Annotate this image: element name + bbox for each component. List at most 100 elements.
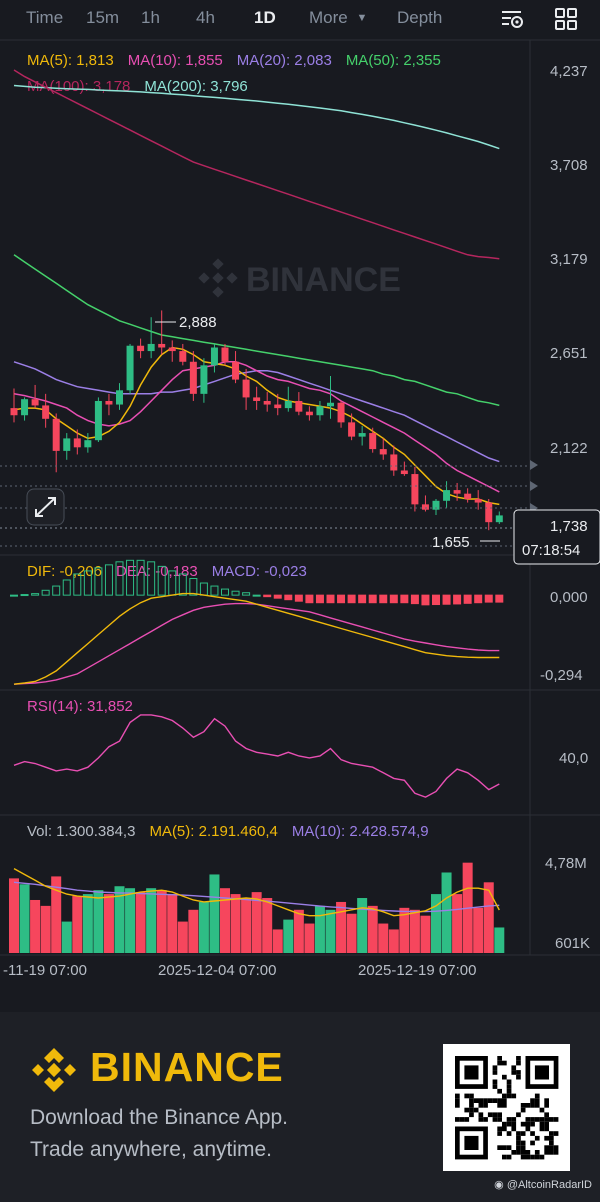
qr-module <box>520 1145 526 1150</box>
time-tick: -11-19 07:00 <box>3 962 87 979</box>
qr-module <box>478 1103 484 1108</box>
volume-bar <box>388 929 399 953</box>
qr-module <box>534 1103 540 1108</box>
candle-up <box>116 390 123 405</box>
volume-bar <box>40 905 51 953</box>
qr-module <box>483 1117 488 1122</box>
macd-histogram-bar <box>442 594 451 605</box>
tab-1d[interactable]: 1D <box>254 8 276 27</box>
volume-bar <box>135 892 146 953</box>
macd-histogram-bar <box>157 565 166 596</box>
macd-histogram-bar <box>326 594 335 604</box>
candle-up <box>63 438 71 451</box>
qr-module <box>549 1117 554 1122</box>
indicator-settings-icon[interactable] <box>499 6 525 32</box>
macd-histogram-bar <box>484 594 493 603</box>
qr-module <box>549 1140 554 1146</box>
legend-rsi: RSI(14): 31,852 <box>27 698 133 715</box>
macd-histogram-bar <box>20 594 29 597</box>
candle-down <box>453 490 461 494</box>
candle-down <box>348 422 356 437</box>
macd-histogram-bar <box>242 592 251 596</box>
marker-arrow <box>530 460 538 470</box>
qr-finder-core <box>464 1135 479 1150</box>
binance-wordmark: BINANCE <box>90 1044 284 1090</box>
qr-module <box>520 1103 526 1108</box>
tab-15m[interactable]: 15m <box>86 8 120 27</box>
tab-more[interactable]: More ▼ <box>309 8 367 28</box>
tab-1h[interactable]: 1h <box>141 8 160 27</box>
candle-up <box>21 399 29 416</box>
macd-histogram-bar <box>10 594 18 597</box>
qr-module <box>455 1093 460 1099</box>
qr-module <box>506 1121 512 1127</box>
qr-module <box>464 1107 470 1113</box>
fullscreen-button[interactable] <box>26 488 65 526</box>
qr-module <box>502 1093 507 1099</box>
qr-module <box>549 1145 554 1150</box>
candle-down <box>253 397 261 401</box>
qr-code[interactable] <box>443 1044 570 1171</box>
qr-module <box>502 1121 507 1127</box>
qr-module <box>544 1098 549 1103</box>
marker-arrow <box>530 481 538 491</box>
ma50-line <box>13 254 500 407</box>
qr-module <box>516 1070 521 1075</box>
candle-up <box>200 365 208 394</box>
qr-module <box>502 1154 507 1160</box>
volume-bar <box>93 890 104 953</box>
tab-4h[interactable]: 4h <box>196 8 215 27</box>
qr-module <box>516 1131 521 1136</box>
qr-module <box>497 1126 502 1132</box>
volume-bar <box>483 882 494 953</box>
macd-histogram-bar <box>115 561 124 596</box>
qr-module <box>530 1131 535 1136</box>
qr-module <box>478 1098 484 1103</box>
time-tick: 2025-12-04 07:00 <box>158 962 276 979</box>
qr-module <box>455 1103 460 1108</box>
volume-bar <box>103 894 114 953</box>
qr-module <box>511 1070 517 1075</box>
qr-module <box>506 1093 512 1099</box>
macd-tick: 0,000 <box>550 589 588 606</box>
qr-module <box>497 1117 502 1122</box>
candle-down <box>305 411 313 416</box>
volume-bar <box>325 909 336 953</box>
candle-down <box>411 474 419 505</box>
candle-down <box>31 399 39 406</box>
volume-bar <box>262 898 273 953</box>
qr-module <box>459 1117 465 1122</box>
chevron-down-icon: ▼ <box>356 12 368 24</box>
candle-down <box>474 499 482 503</box>
qr-code-icon <box>455 1056 559 1160</box>
tab-depth[interactable]: Depth <box>397 8 443 27</box>
macd-histogram-bar <box>210 585 219 596</box>
qr-finder-core <box>534 1065 549 1080</box>
volume-bar <box>220 888 230 953</box>
countdown-timer: 07:18:54 <box>522 542 580 559</box>
tab-time[interactable]: Time <box>26 8 64 27</box>
macd-histogram-bar <box>294 594 303 602</box>
qr-module <box>469 1107 474 1113</box>
volume-bar <box>125 888 136 953</box>
volume-bar <box>357 898 368 953</box>
qr-module <box>516 1135 521 1141</box>
volume-bar <box>209 874 220 953</box>
qr-module <box>549 1131 554 1136</box>
qr-module <box>506 1084 512 1089</box>
macd-histogram-bar <box>94 567 103 596</box>
candle-up <box>94 400 102 441</box>
layout-grid-icon[interactable] <box>553 6 579 32</box>
price-chart[interactable]: BINANCE 4,237 3,708 3,179 2,651 2,122 2,… <box>0 0 600 1012</box>
volume-bar <box>399 907 410 953</box>
macd-histogram-bar <box>263 594 272 598</box>
qr-module <box>534 1098 540 1103</box>
rsi-line <box>13 714 500 798</box>
volume-bar <box>283 919 294 953</box>
candle-down <box>369 433 377 450</box>
qr-module <box>530 1154 535 1160</box>
low-annotation: 1,655 <box>432 534 470 551</box>
volume-bar <box>230 894 241 953</box>
macd-histogram-bar <box>31 593 40 596</box>
qr-finder-core <box>464 1065 479 1080</box>
